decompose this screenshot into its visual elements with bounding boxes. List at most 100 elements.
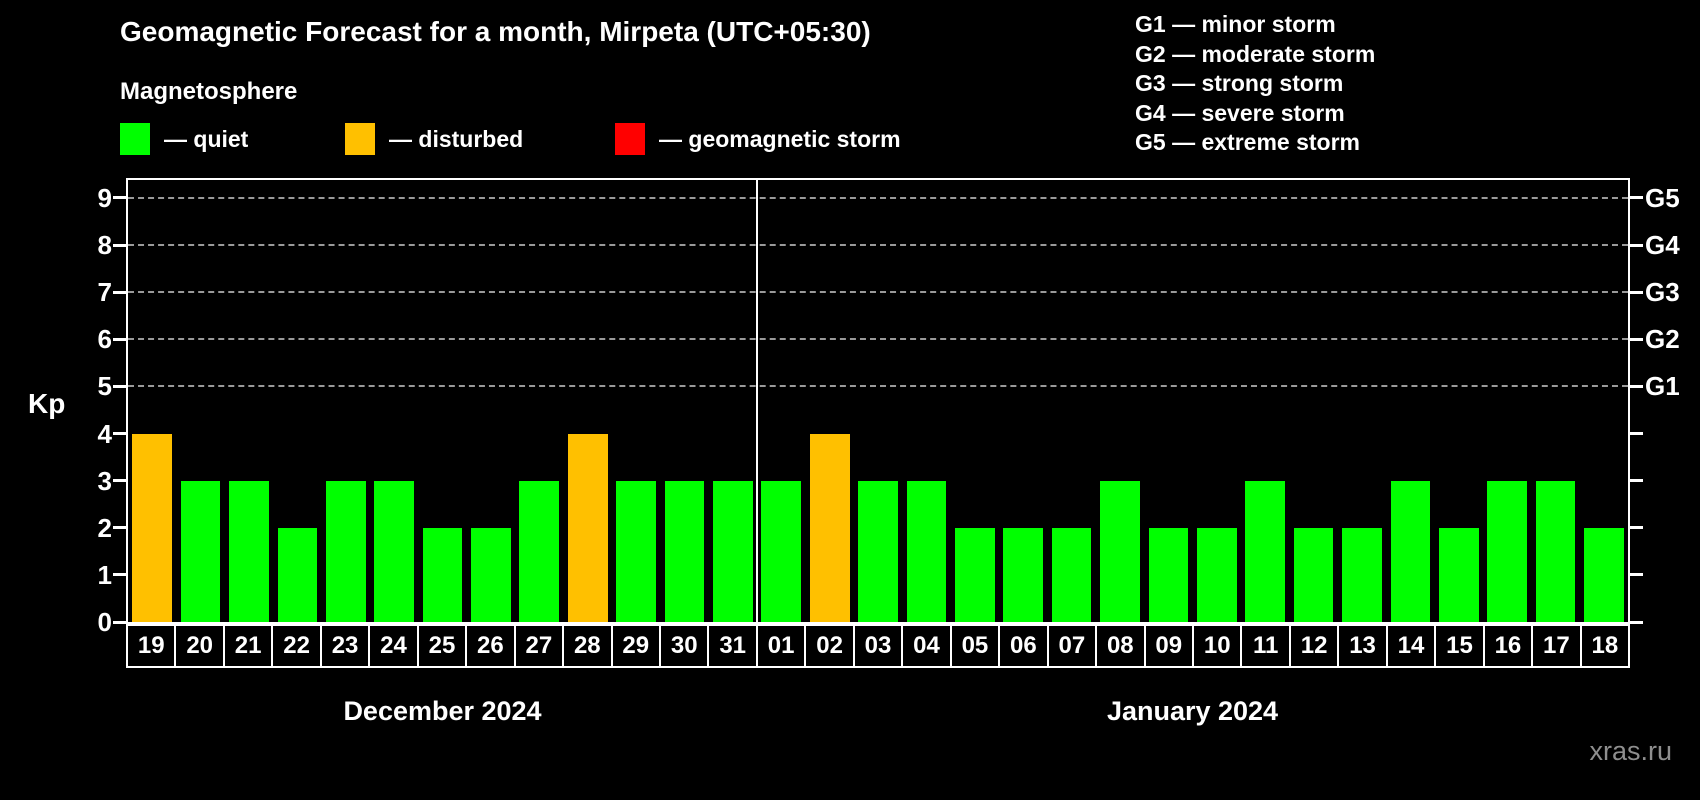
date-label-10: 10	[1194, 626, 1243, 666]
y-axis-title: Kp	[28, 388, 66, 419]
bar-slot-15	[1435, 180, 1483, 622]
date-label-04: 04	[903, 626, 952, 666]
bar-slot-27	[515, 180, 563, 622]
kp-bar-december-23	[325, 480, 366, 622]
right-tick-kp-2	[1630, 526, 1643, 530]
right-tick-kp-1	[1630, 573, 1643, 577]
gridline-kp-7	[128, 291, 1628, 294]
date-label-11: 11	[1242, 626, 1291, 666]
kp-bar-december-29	[616, 480, 656, 622]
date-label-07: 07	[1049, 626, 1098, 666]
month-label-january: January 2024	[1106, 696, 1279, 726]
y-axis-label-6: 6	[97, 324, 112, 355]
right-tick-kp-4	[1630, 432, 1643, 435]
kp-bar-december-20	[180, 480, 221, 622]
right-tick-kp-8	[1630, 243, 1643, 247]
date-label-27: 27	[516, 626, 565, 666]
date-label-03: 03	[855, 626, 904, 666]
left-tick-kp-1	[113, 573, 126, 577]
date-label-12: 12	[1291, 626, 1340, 666]
chart-subtitle: Magnetosphere	[120, 78, 298, 105]
month-label-december: December 2024	[343, 696, 542, 726]
kp-bar-january-14	[1390, 480, 1431, 622]
bar-slot-07	[1047, 180, 1095, 622]
bar-slot-16	[1483, 180, 1531, 622]
bar-slot-14	[1386, 180, 1434, 622]
right-tick-kp-0	[1630, 620, 1643, 624]
gridline-kp-9	[128, 196, 1628, 199]
date-label-18: 18	[1591, 632, 1619, 659]
right-axis-label-G5: G5	[1645, 182, 1680, 213]
bar-slot-23	[322, 180, 370, 622]
g-legend-line: G3 — strong storm	[1135, 70, 1344, 96]
x-axis-date-row: 19 20 21 22 23 24 25 26 27 28 29 30 31 01 02 03 04 05 06 07…	[126, 624, 1630, 668]
date-label-28: 28	[564, 626, 613, 666]
bar-slot-29	[612, 180, 660, 622]
right-tick-kp-7	[1630, 290, 1643, 294]
legend-item-disturbed: — disturbed	[345, 122, 523, 156]
kp-bar-december-27	[519, 480, 560, 622]
bar-slot-13	[1338, 180, 1386, 622]
bar-slot-09	[1144, 180, 1192, 622]
bar-slot-19	[128, 180, 176, 622]
date-label-17: 17	[1533, 626, 1582, 666]
kp-bar-december-21	[229, 480, 269, 622]
g-legend-line: G5 — extreme storm	[1135, 129, 1360, 155]
date-label-26: 26	[467, 626, 516, 666]
kp-bar-december-19	[132, 433, 173, 622]
date-label-20: 20	[176, 626, 225, 666]
bar-slot-12	[1289, 180, 1337, 622]
left-tick-kp-6	[113, 337, 126, 341]
storm-swatch-icon	[615, 123, 645, 155]
date-label-06: 06	[1000, 626, 1049, 666]
disturbed-swatch-icon	[345, 123, 375, 155]
bar-slot-18	[1580, 180, 1628, 622]
date-label-14: 14	[1388, 626, 1437, 666]
kp-bar-december-31	[713, 480, 753, 622]
bar-slot-21	[225, 180, 273, 622]
y-axis-label-4: 4	[97, 418, 112, 449]
watermark: xras.ru	[1589, 736, 1672, 766]
right-axis-label-G1: G1	[1645, 371, 1680, 402]
bar-slot-08	[1096, 180, 1144, 622]
bar-slot-17	[1531, 180, 1579, 622]
left-tick-kp-4	[113, 432, 126, 435]
kp-bar-december-22	[277, 527, 318, 622]
kp-bar-january-03	[858, 480, 898, 622]
date-label-30: 30	[661, 626, 710, 666]
legend-label: — disturbed	[389, 125, 524, 152]
kp-bar-january-09	[1148, 527, 1189, 622]
right-tick-kp-3	[1630, 479, 1643, 483]
bar-slot-03	[854, 180, 902, 622]
date-label-01: 01	[758, 626, 807, 666]
g-legend-line: G4 — severe storm	[1135, 99, 1345, 126]
bar-slot-24	[370, 180, 418, 622]
y-axis-label-2: 2	[97, 512, 112, 543]
left-tick-kp-3	[113, 479, 126, 483]
bar-slot-05	[951, 180, 999, 622]
bar-slot-30	[660, 180, 708, 622]
bar-slot-10	[1193, 180, 1241, 622]
kp-bar-january-17	[1535, 480, 1576, 622]
bar-slot-26	[467, 180, 515, 622]
legend-item-storm: — geomagnetic storm	[615, 122, 901, 156]
y-axis-label-9: 9	[97, 182, 112, 213]
right-axis-label-G3: G3	[1645, 277, 1680, 308]
kp-bar-january-06	[1003, 527, 1044, 622]
bar-slot-31	[709, 180, 757, 622]
y-axis-label-7: 7	[97, 277, 112, 308]
y-axis-label-1: 1	[97, 559, 112, 590]
y-axis-label-0: 0	[97, 607, 112, 637]
left-tick-kp-2	[113, 526, 126, 530]
quiet-swatch-icon	[120, 123, 150, 155]
left-tick-kp-9	[113, 196, 126, 200]
kp-bar-january-04	[906, 480, 947, 622]
g-legend-line: G1 — minor storm	[1135, 11, 1336, 37]
gridline-kp-5	[128, 385, 1628, 388]
date-label-08: 08	[1097, 626, 1146, 666]
bar-slot-22	[273, 180, 321, 622]
date-label-16: 16	[1485, 626, 1534, 666]
kp-bar-january-05	[955, 527, 995, 622]
left-tick-kp-0	[113, 620, 126, 624]
bar-slot-20	[176, 180, 224, 622]
